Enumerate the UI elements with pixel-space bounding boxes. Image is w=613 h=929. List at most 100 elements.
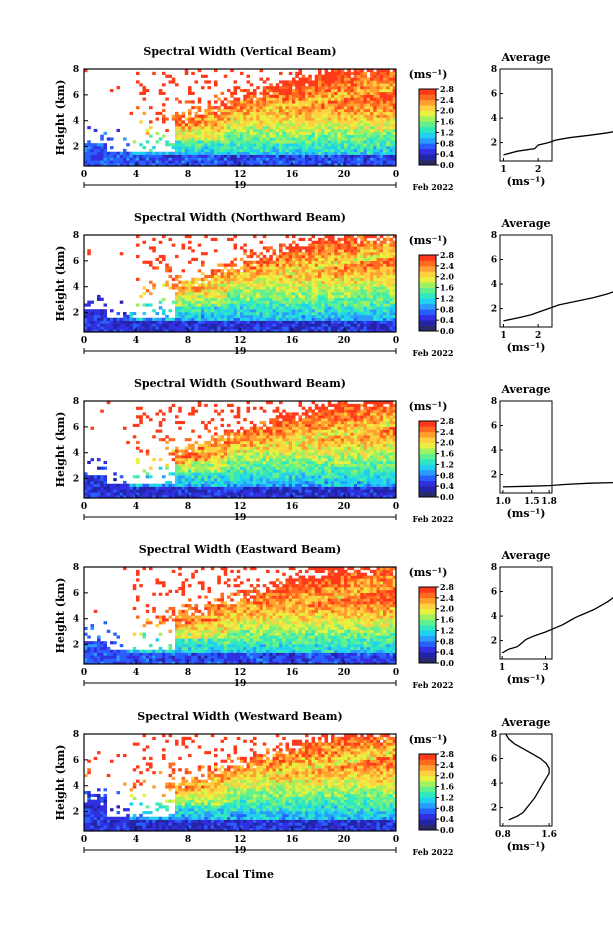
heatmap-cell — [321, 329, 325, 333]
heatmap-cell — [282, 108, 286, 113]
heatmap-cell — [288, 306, 293, 310]
colorbar-tick-label: 0.0 — [440, 160, 454, 170]
heatmap-cell — [389, 326, 394, 330]
heatmap-cell — [279, 140, 283, 144]
heatmap-cell — [207, 126, 212, 130]
heatmap-cell — [321, 254, 325, 259]
heatmap-cell — [285, 269, 290, 273]
heatmap-cell — [288, 292, 293, 296]
heatmap-cell — [376, 286, 381, 290]
heatmap-cell — [256, 323, 260, 327]
heatmap-cell — [314, 280, 319, 284]
heatmap-cell — [217, 283, 221, 287]
heatmap-cell — [243, 252, 247, 256]
heatmap-cell — [292, 240, 296, 244]
heatmap-cell — [344, 140, 348, 144]
heatmap-cell — [87, 326, 91, 330]
heatmap-cell — [178, 326, 182, 330]
heatmap-cell — [97, 160, 101, 164]
heatmap-cell — [210, 128, 215, 133]
heatmap-cell — [282, 88, 286, 93]
heatmap-cell — [327, 260, 332, 264]
heatmap-cell — [282, 134, 286, 138]
heatmap-cell — [272, 300, 277, 304]
heatmap-cell — [194, 329, 199, 333]
heatmap-cell — [214, 126, 218, 130]
heatmap-cell — [249, 303, 254, 307]
heatmap-cell — [386, 260, 390, 264]
heatmap-cell — [373, 146, 377, 150]
heatmap-cell — [188, 86, 192, 90]
heatmap-cell — [282, 254, 286, 259]
heatmap-cell — [204, 294, 208, 299]
heatmap-cell — [272, 249, 277, 253]
heatmap-cell — [318, 91, 322, 95]
heatmap-cell — [188, 100, 192, 104]
heatmap-cell — [103, 146, 108, 150]
heatmap-cell — [272, 97, 277, 101]
heatmap-cell — [386, 126, 390, 130]
heatmap-cell — [233, 274, 238, 279]
heatmap-cell — [162, 283, 166, 287]
heatmap-cell — [168, 157, 173, 161]
heatmap-cell — [175, 460, 179, 465]
heatmap-cell — [249, 151, 254, 155]
heatmap-cell — [353, 143, 358, 147]
heatmap-cell — [223, 266, 228, 270]
heatmap-cell — [350, 317, 355, 321]
heatmap-cell — [256, 163, 260, 167]
heatmap-cell — [314, 274, 319, 279]
heatmap-cell — [201, 123, 205, 127]
heatmap-cell — [305, 97, 309, 101]
heatmap-cell — [123, 492, 127, 496]
heatmap-cell — [93, 148, 98, 153]
heatmap-cell — [165, 160, 169, 164]
heatmap-cell — [227, 326, 231, 330]
colorbar-swatch — [419, 287, 436, 294]
heatmap-cell — [386, 309, 390, 313]
heatmap-cell — [240, 257, 244, 261]
heatmap-cell — [357, 329, 361, 333]
heatmap-cell — [217, 114, 221, 118]
heatmap-cell — [243, 326, 247, 330]
heatmap-cell — [347, 86, 351, 90]
heatmap-cell — [373, 71, 377, 75]
heatmap-cell — [357, 106, 361, 110]
heatmap-cell — [373, 297, 377, 301]
heatmap-cell — [126, 486, 130, 490]
heatmap-cell — [129, 323, 134, 327]
heatmap-cell — [145, 128, 150, 133]
heatmap-cell — [392, 254, 397, 259]
heatmap-cell — [360, 283, 364, 287]
heatmap-cell — [197, 312, 202, 316]
heatmap-cell — [314, 151, 319, 155]
heatmap-cell — [145, 303, 150, 307]
heatmap-cell — [233, 306, 238, 310]
heatmap-cell — [262, 80, 267, 84]
heatmap-cell — [327, 117, 332, 121]
heatmap-cell — [230, 317, 234, 321]
heatmap-cell — [184, 312, 189, 316]
heatmap-cell — [181, 480, 186, 485]
heatmap-cell — [295, 266, 299, 270]
heatmap-cell — [204, 123, 208, 127]
heatmap-cell — [386, 123, 390, 127]
heatmap-cell — [366, 309, 371, 313]
heatmap-cell — [285, 297, 290, 301]
heatmap-cell — [301, 237, 306, 241]
heatmap-cell — [392, 274, 397, 279]
heatmap-cell — [337, 83, 342, 87]
heatmap-cell — [292, 254, 296, 259]
heatmap-cell — [256, 123, 260, 127]
heatmap-cell — [243, 108, 247, 113]
heatmap-cell — [275, 260, 280, 264]
heatmap-cell — [214, 283, 218, 287]
heatmap-cell — [90, 480, 95, 485]
heatmap-cell — [292, 137, 296, 141]
average-y-tick-label: 2 — [491, 305, 497, 315]
heatmap-cell — [331, 77, 335, 81]
heatmap-cell — [171, 243, 176, 247]
heatmap-cell — [292, 103, 296, 107]
heatmap-cell — [305, 131, 309, 135]
heatmap-cell — [275, 280, 280, 284]
